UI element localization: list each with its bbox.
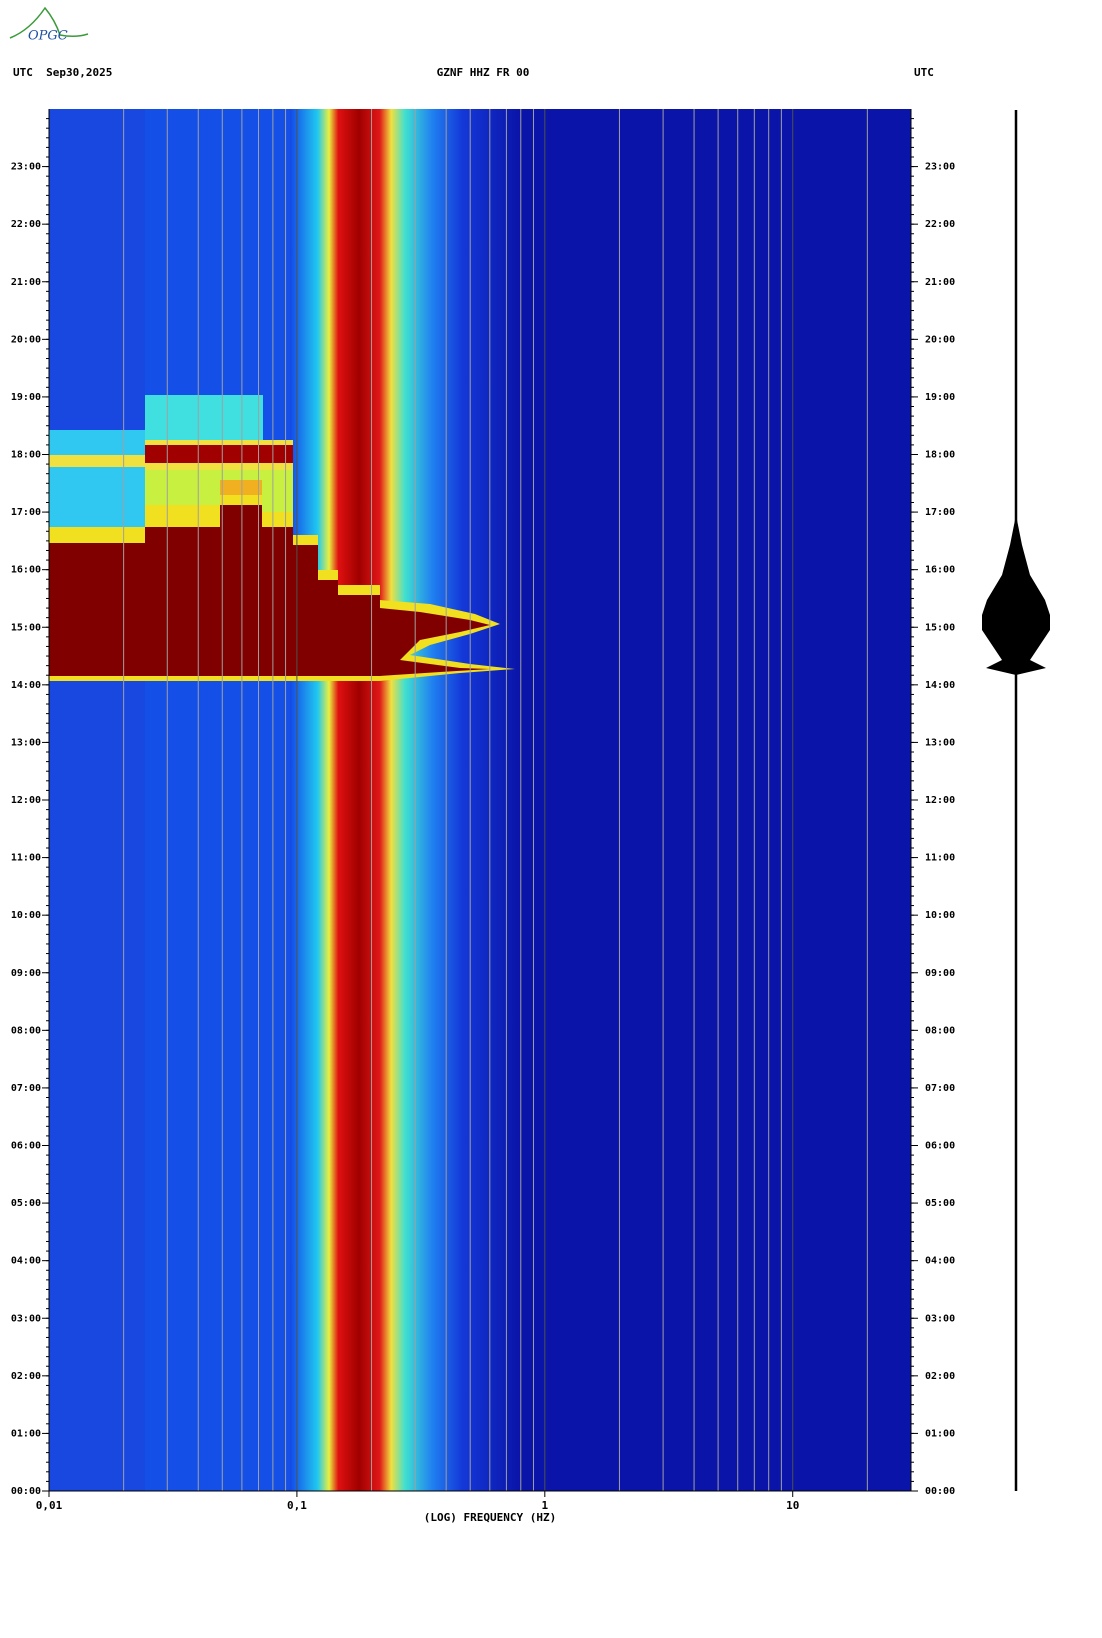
y-tick-label: 11:00 bbox=[11, 853, 41, 864]
y-tick-label: 02:00 bbox=[925, 1371, 955, 1382]
date-label: UTC Sep30,2025 bbox=[13, 66, 112, 79]
logo: OPGC bbox=[28, 29, 68, 44]
y-tick-label: 23:00 bbox=[11, 162, 41, 173]
microseism bbox=[290, 109, 520, 1491]
band bbox=[49, 430, 145, 540]
y-tick-label: 08:00 bbox=[11, 1025, 41, 1036]
x-tick-label: 0,1 bbox=[287, 1499, 307, 1512]
y-tick-label: 07:00 bbox=[11, 1083, 41, 1094]
y-tick-label: 20:00 bbox=[925, 334, 955, 345]
x-tick-label: 10 bbox=[786, 1499, 799, 1512]
y-tick-label: 21:00 bbox=[925, 277, 955, 288]
y-tick-label: 20:00 bbox=[11, 334, 41, 345]
y-tick-label: 19:00 bbox=[11, 392, 41, 403]
y-tick-label: 19:00 bbox=[925, 392, 955, 403]
y-tick-label: 13:00 bbox=[925, 737, 955, 748]
y-tick-label: 12:00 bbox=[11, 795, 41, 806]
chart-title: GZNF HHZ FR 00 bbox=[437, 66, 530, 79]
y-tick-label: 06:00 bbox=[925, 1141, 955, 1152]
logo-mark bbox=[9, 6, 89, 39]
y-tick-label: 23:00 bbox=[925, 162, 955, 173]
y-tick-label: 09:00 bbox=[11, 968, 41, 979]
y-tick-label: 22:00 bbox=[925, 219, 955, 230]
y-tick-label: 16:00 bbox=[11, 565, 41, 576]
event bbox=[49, 505, 490, 676]
y-tick-label: 11:00 bbox=[925, 853, 955, 864]
y-tick-label: 17:00 bbox=[925, 507, 955, 518]
y-tick-label: 16:00 bbox=[925, 565, 955, 576]
y-tick-label: 01:00 bbox=[11, 1428, 41, 1439]
y-tick-label: 10:00 bbox=[11, 910, 41, 921]
y-tick-label: 06:00 bbox=[11, 1141, 41, 1152]
grid bbox=[48, 109, 868, 1491]
y-tick-label: 01:00 bbox=[925, 1428, 955, 1439]
y-tick-label: 02:00 bbox=[11, 1371, 41, 1382]
y-tick-label: 13:00 bbox=[11, 737, 41, 748]
x-tick-label: 1 bbox=[541, 1499, 548, 1512]
y-tick-label: 14:00 bbox=[11, 680, 41, 691]
x-tick-label: 0,01 bbox=[36, 1499, 63, 1512]
y-tick-label: 10:00 bbox=[925, 910, 955, 921]
y-tick-label: 09:00 bbox=[925, 968, 955, 979]
y-tick-label: 17:00 bbox=[11, 507, 41, 518]
y-tick-label: 15:00 bbox=[925, 622, 955, 633]
y-tick-label: 04:00 bbox=[11, 1256, 41, 1267]
timezone-label: UTC bbox=[914, 66, 934, 79]
band bbox=[49, 455, 145, 467]
low-band bbox=[145, 109, 295, 1491]
x-axis-label: (LOG) FREQUENCY (HZ) bbox=[424, 1511, 556, 1524]
y-tick-label: 00:00 bbox=[925, 1486, 955, 1497]
y-tick-label: 14:00 bbox=[925, 680, 955, 691]
band bbox=[145, 445, 293, 463]
y-tick-label: 22:00 bbox=[11, 219, 41, 230]
y-tick-label: 03:00 bbox=[925, 1313, 955, 1324]
y-tick-label: 03:00 bbox=[11, 1313, 41, 1324]
seismogram bbox=[982, 110, 1050, 1491]
y-tick-label: 05:00 bbox=[925, 1198, 955, 1209]
y-tick-label: 18:00 bbox=[11, 450, 41, 461]
y-tick-label: 12:00 bbox=[925, 795, 955, 806]
y-tick-label: 00:00 bbox=[11, 1486, 41, 1497]
y-tick-label: 21:00 bbox=[11, 277, 41, 288]
y-tick-label: 18:00 bbox=[925, 450, 955, 461]
y-tick-label: 15:00 bbox=[11, 622, 41, 633]
y-tick-label: 08:00 bbox=[925, 1025, 955, 1036]
y-tick-label: 05:00 bbox=[11, 1198, 41, 1209]
y-tick-label: 04:00 bbox=[925, 1256, 955, 1267]
y-tick-label: 07:00 bbox=[925, 1083, 955, 1094]
